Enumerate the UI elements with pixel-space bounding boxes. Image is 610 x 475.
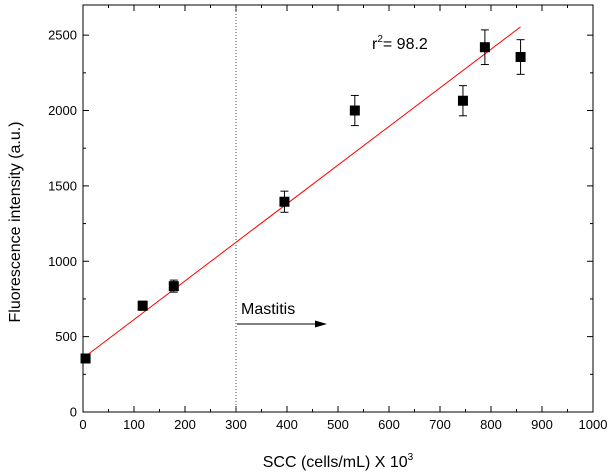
y-tick-label: 1500 — [48, 178, 77, 193]
fit-line — [85, 26, 521, 357]
plot-frame — [82, 4, 594, 413]
x-tick-label: 700 — [429, 417, 451, 432]
y-tick-label: 500 — [55, 329, 77, 344]
data-point — [479, 42, 490, 53]
data-point — [80, 353, 91, 364]
y-tick-label: 0 — [70, 405, 77, 420]
x-axis-title: SCC (cells/mL) X 103 — [263, 452, 414, 471]
y-tick-label: 1000 — [48, 254, 77, 269]
x-axis-title-superscript: 3 — [408, 452, 414, 463]
data-point — [349, 105, 360, 116]
x-tick-label: 800 — [480, 417, 502, 432]
r-squared-prefix: r — [372, 36, 378, 53]
y-tick-label: 2000 — [48, 103, 77, 118]
mastitis-label: Mastitis — [241, 301, 295, 318]
x-tick-label: 300 — [225, 417, 247, 432]
ticks-layer: 0 100 200 300 400 500 600 700 800 900 1000 0 500 1000… — [48, 5, 607, 432]
data-point — [137, 300, 148, 311]
y-axis-title: Fluorescence intensity (a.u.) — [7, 122, 24, 323]
data-point — [457, 95, 468, 106]
r-squared-superscript: 2 — [377, 34, 383, 45]
x-tick-label: 200 — [174, 417, 196, 432]
mastitis-arrowhead — [315, 320, 327, 328]
r-squared-label: r2= 98.2 — [372, 34, 428, 53]
x-tick-label: 500 — [327, 417, 349, 432]
x-tick-label: 600 — [378, 417, 400, 432]
r-squared-value: = 98.2 — [383, 36, 428, 53]
data-points — [80, 29, 526, 364]
x-axis-title-text: SCC (cells/mL) X 10 — [263, 454, 408, 471]
data-point — [515, 52, 526, 63]
data-point — [279, 196, 290, 207]
x-tick-label: 1000 — [579, 417, 608, 432]
x-tick-label: 400 — [276, 417, 298, 432]
x-tick-label: 0 — [79, 417, 86, 432]
x-tick-label: 900 — [531, 417, 553, 432]
x-tick-label: 100 — [123, 417, 145, 432]
data-point — [168, 281, 179, 292]
y-tick-label: 2500 — [48, 28, 77, 43]
